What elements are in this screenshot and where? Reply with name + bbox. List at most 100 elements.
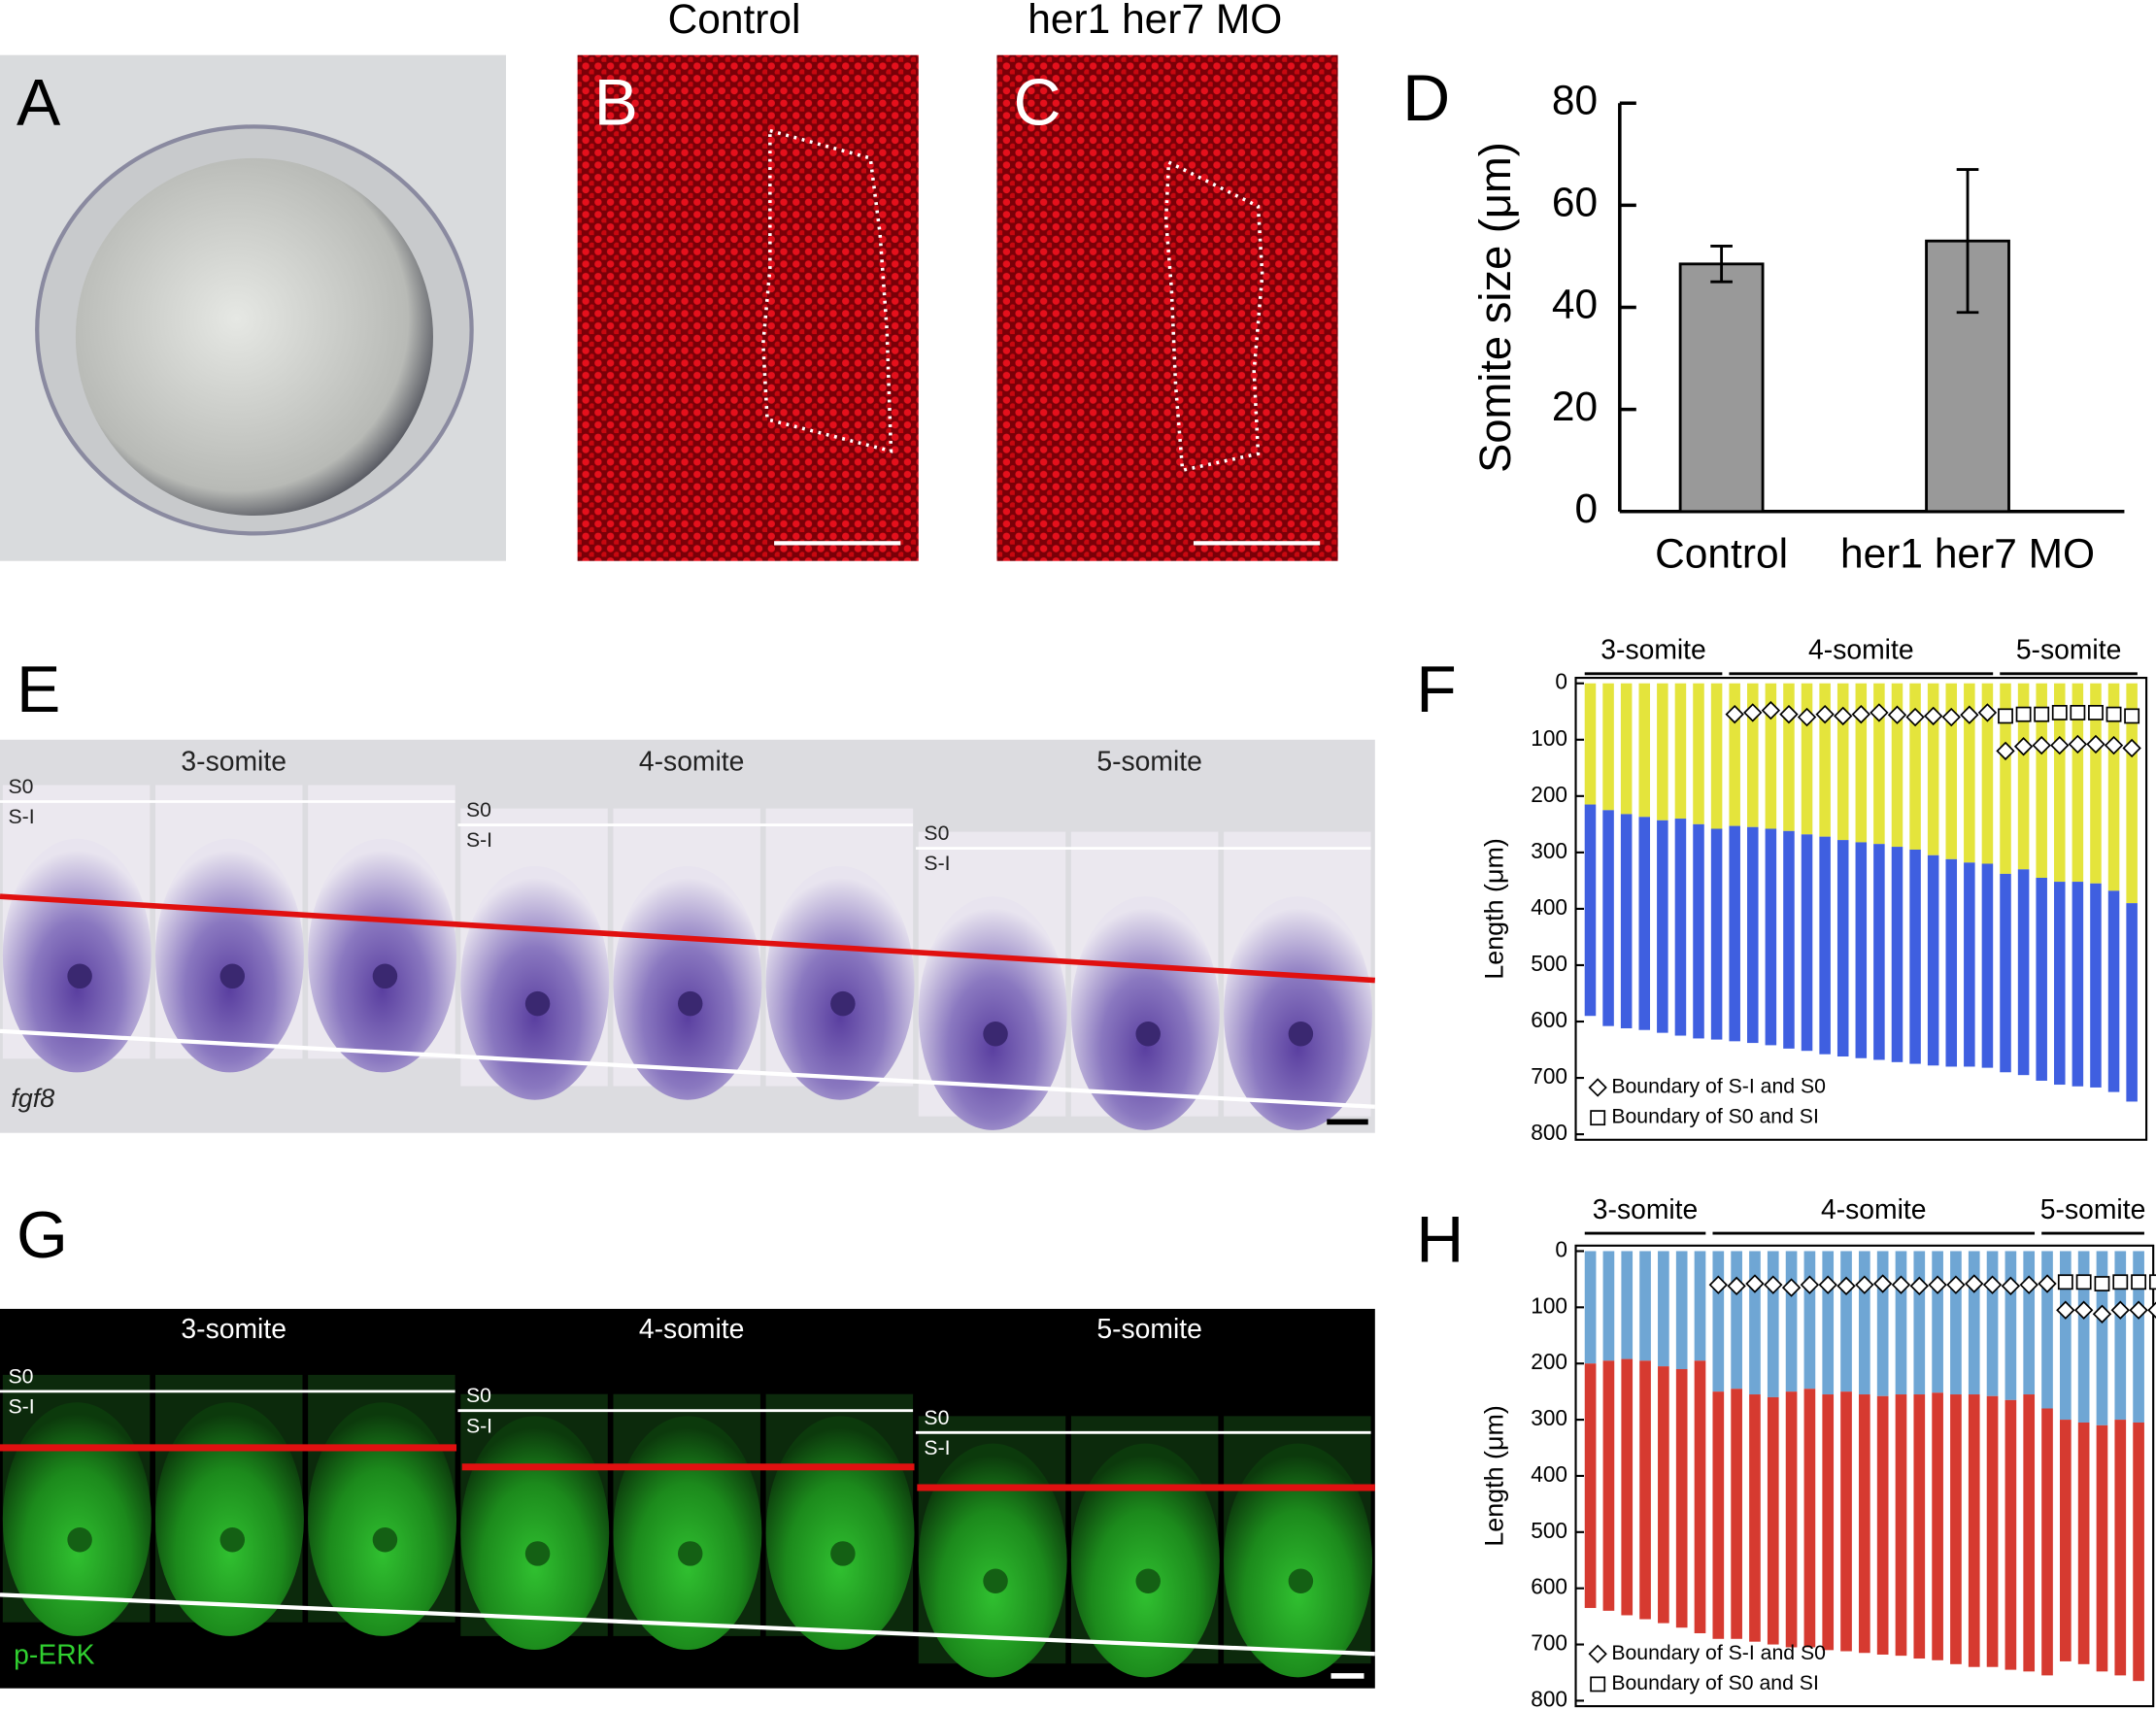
diamond-marker <box>2019 1275 2038 1294</box>
bar-segment <box>1620 814 1633 1028</box>
bar-segment <box>1913 1251 1926 1395</box>
bar-segment <box>1803 1251 1816 1390</box>
white-line <box>0 1028 1375 1109</box>
bar-segment <box>2041 1408 2053 1676</box>
square-marker <box>1998 708 2013 724</box>
bar-segment <box>1729 683 1740 826</box>
yolk <box>75 157 433 517</box>
somite-outline <box>761 128 893 453</box>
tailbud <box>677 990 703 1017</box>
bar-segment <box>1729 825 1740 1042</box>
square-marker <box>2131 1274 2147 1290</box>
somite-label: S0 <box>8 776 33 798</box>
bar-segment <box>1621 1358 1634 1616</box>
tissue <box>154 1402 304 1636</box>
diamond-marker <box>2086 734 2105 754</box>
bar-segment <box>1840 1391 1852 1652</box>
bar-segment <box>1621 1251 1634 1359</box>
y-tick-label: 700 <box>1531 1063 1567 1089</box>
somite-outline <box>1163 159 1264 473</box>
bar-segment <box>1693 823 1704 1039</box>
tissue <box>918 1443 1067 1678</box>
gene-label: fgf8 <box>11 1084 54 1113</box>
diamond-marker <box>2122 738 2141 758</box>
group-label: 4-somite <box>1808 634 1914 665</box>
y-tick-label: 800 <box>1531 1686 1567 1709</box>
tissue <box>308 838 457 1073</box>
diamond-marker <box>1905 707 1925 727</box>
square-marker <box>2070 704 2086 720</box>
diamond-marker <box>1982 1275 2003 1294</box>
bar-segment <box>2000 683 2011 874</box>
bar-segment <box>1968 1251 1980 1395</box>
y-tick-label: 0 <box>1555 1236 1567 1261</box>
y-tick-label: 500 <box>1531 951 1567 976</box>
diamond-marker <box>1781 1278 1802 1297</box>
panel-letter: D <box>1402 61 1450 135</box>
bar-segment <box>1674 819 1687 1036</box>
square-marker <box>2148 1274 2156 1290</box>
group-label: 3-somite <box>1593 1193 1699 1224</box>
diamond-marker <box>1761 700 1781 720</box>
bar-segment <box>2036 877 2047 1081</box>
bar-segment <box>2114 1420 2127 1676</box>
panel-letter: E <box>17 653 60 726</box>
bar-segment <box>1785 1251 1798 1392</box>
bar-segment <box>1950 1251 1962 1395</box>
diamond-marker <box>1851 704 1871 724</box>
y-tick-label: 100 <box>1531 725 1567 751</box>
bar-segment <box>1895 1251 1907 1395</box>
tailbud <box>1135 1568 1161 1594</box>
red-line <box>0 893 1375 984</box>
group-label: 4-somite <box>1821 1193 1927 1224</box>
diamond-marker <box>1727 1276 1746 1296</box>
y-tick-label: 600 <box>1531 1574 1567 1599</box>
tailbud <box>830 1541 856 1566</box>
bar-segment <box>1638 817 1651 1030</box>
tissue <box>765 1416 915 1651</box>
bar-segment <box>1876 1395 1889 1655</box>
bar-segment <box>2036 683 2047 878</box>
y-tick-label: 600 <box>1531 1007 1567 1032</box>
diamond-marker <box>1872 1274 1893 1293</box>
somite-label: S-I <box>466 1415 492 1437</box>
square-marker <box>2124 708 2140 724</box>
bar-segment <box>1801 834 1813 1052</box>
bar-segment <box>2090 683 2102 884</box>
legend-label: Boundary of S-I and S0 <box>1611 1642 1826 1664</box>
y-tick-label: 400 <box>1531 1461 1567 1487</box>
bar-segment <box>1674 683 1687 820</box>
tailbud <box>1288 1022 1314 1047</box>
bar-segment <box>2114 1251 2127 1421</box>
somite-label: S0 <box>8 1365 33 1388</box>
tissue <box>613 866 762 1100</box>
bar-segment <box>1602 810 1614 1026</box>
y-tick-label: 0 <box>1555 669 1567 694</box>
bar-segment <box>1712 1391 1725 1639</box>
tailbud <box>219 963 246 989</box>
bar-segment <box>2017 683 2030 870</box>
diamond-marker <box>2147 1301 2156 1320</box>
bar-segment <box>1803 1389 1816 1648</box>
diamond-marker <box>1797 707 1817 727</box>
diamond-marker <box>1996 741 2015 761</box>
square-marker <box>2094 1276 2110 1291</box>
tailbud <box>372 1527 398 1553</box>
bar-segment <box>1986 1395 1999 1667</box>
bar-segment <box>1785 1391 1798 1648</box>
tissue <box>918 896 1067 1130</box>
bar-segment <box>1981 863 1994 1068</box>
bar-segment <box>1873 844 1885 1060</box>
bar-segment <box>1584 804 1597 1017</box>
bar-segment <box>2077 1422 2090 1664</box>
bar-segment <box>1747 683 1759 827</box>
diamond-marker <box>2129 1300 2148 1320</box>
bar-segment <box>1801 683 1813 835</box>
somite-label: S-I <box>466 829 492 852</box>
bar-segment <box>1694 1251 1706 1361</box>
tissue <box>613 1416 762 1651</box>
y-tick-label: 300 <box>1531 838 1567 863</box>
group-label: 3-somite <box>181 1313 286 1344</box>
bar-segment <box>2041 1251 2053 1409</box>
panel-title: her1 her7 MO <box>1027 0 1282 42</box>
